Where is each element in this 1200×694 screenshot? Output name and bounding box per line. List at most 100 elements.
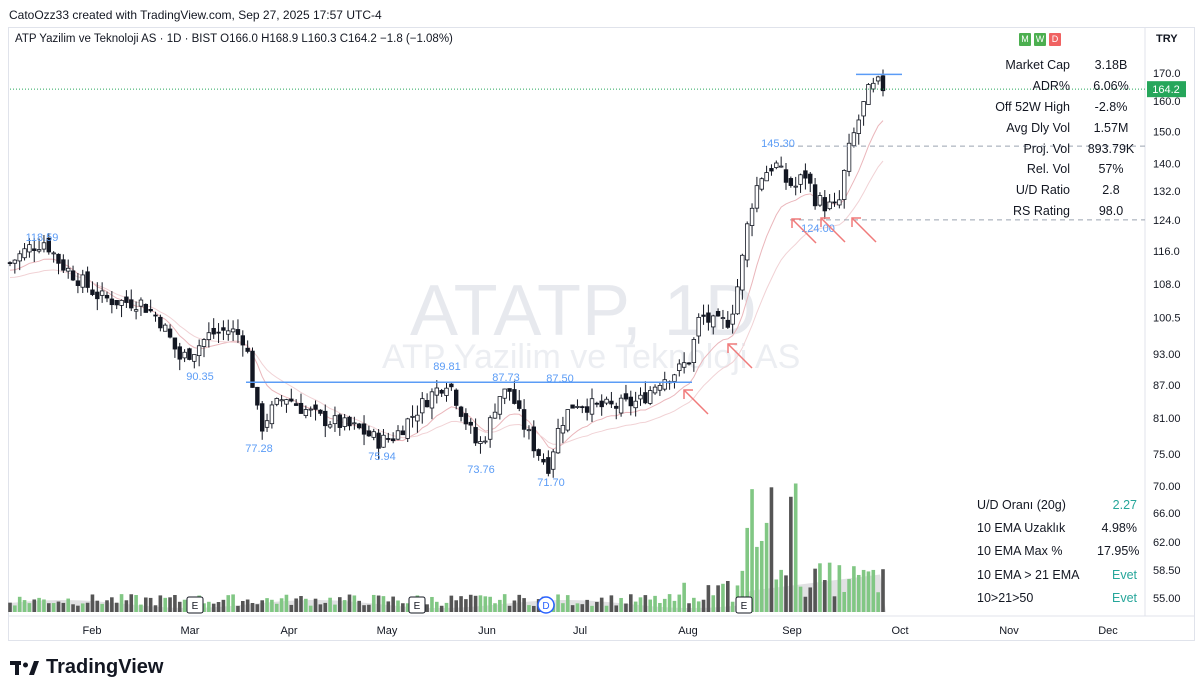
event-marker-label: D <box>542 601 549 612</box>
price-annotation: 87.73 <box>492 372 520 384</box>
volume-bar <box>687 603 691 612</box>
candle <box>158 314 163 332</box>
candle-body <box>289 398 294 402</box>
candle-body <box>366 430 372 437</box>
candle-body <box>420 398 425 414</box>
candle-body <box>458 406 464 417</box>
candle <box>715 308 721 317</box>
volume-bar <box>313 598 318 612</box>
price-axis-tick: 124.0 <box>1153 215 1181 227</box>
candle-body <box>143 303 148 313</box>
volume-bar <box>177 601 182 612</box>
volume-bar <box>274 603 279 612</box>
candle <box>332 406 338 432</box>
candle <box>80 269 85 294</box>
volume-bar <box>726 581 730 612</box>
candle-body <box>662 379 667 390</box>
volume-bar <box>61 602 66 612</box>
symbol-info: ATP Yazilim ve Teknoloji AS · 1D · BIST … <box>15 33 453 45</box>
candle <box>468 418 473 434</box>
candle <box>66 259 71 279</box>
badge-weekly[interactable]: W <box>1034 33 1046 46</box>
candle-body <box>875 76 881 82</box>
candle-body <box>730 313 735 325</box>
candle-body <box>235 329 241 335</box>
volume-bar <box>764 522 769 612</box>
candle-body <box>196 345 202 357</box>
volume-bar <box>265 598 269 612</box>
candle <box>172 337 178 358</box>
candle <box>245 340 250 354</box>
volume-bar <box>100 603 104 612</box>
stat-row: Rel. Vol 57% <box>980 159 1146 180</box>
volume-bar <box>512 600 517 612</box>
candle-body <box>555 428 561 454</box>
candle-body <box>46 237 51 253</box>
volume-bar <box>667 594 672 612</box>
candle <box>803 163 808 190</box>
currency-label[interactable]: TRY <box>1156 33 1178 45</box>
candle <box>240 330 245 357</box>
stat-row: ADR% 6.06% <box>980 76 1146 97</box>
candle <box>196 339 202 367</box>
volume-bar <box>425 604 429 612</box>
candle <box>41 235 47 253</box>
price-annotation: 118.59 <box>26 232 59 244</box>
stat-label: Market Cap <box>1005 58 1070 73</box>
candle-body <box>22 248 27 259</box>
event-marker: E <box>408 596 426 614</box>
candle-body <box>599 400 604 408</box>
candle-body <box>720 317 726 320</box>
candle <box>798 173 803 193</box>
volume-bar <box>173 595 177 612</box>
volume-bar <box>338 597 342 612</box>
candle <box>95 282 100 311</box>
volume-bar <box>837 565 842 612</box>
volume-bar <box>216 602 221 612</box>
candle <box>507 388 512 401</box>
volume-bar <box>124 600 129 612</box>
volume-bar <box>871 569 876 612</box>
volume-bar <box>522 598 526 612</box>
time-axis-label: Mar <box>181 625 200 637</box>
volume-bar <box>105 600 109 612</box>
candle-body <box>497 396 503 415</box>
candle <box>793 176 798 196</box>
volume-bar <box>396 600 400 612</box>
candle-body <box>439 389 444 394</box>
candle <box>293 399 299 406</box>
candle-body <box>507 388 512 392</box>
candle <box>594 401 600 408</box>
candle-body <box>410 415 415 418</box>
candle-body <box>861 101 866 117</box>
stat-label: Avg Dly Vol <box>1006 120 1070 135</box>
volume-bar <box>847 579 851 612</box>
volume-bar <box>134 595 138 612</box>
candle-body <box>167 328 173 338</box>
candle <box>541 453 546 465</box>
event-marker-label: E <box>414 601 421 612</box>
volume-bar <box>769 487 774 612</box>
volume-bar <box>653 595 657 612</box>
candle-body <box>740 254 745 291</box>
candle-body <box>449 383 454 388</box>
badge-monthly[interactable]: M <box>1019 33 1031 46</box>
candle-body <box>570 404 575 409</box>
price-axis-tick: 66.00 <box>1153 508 1181 520</box>
volume-bar <box>80 603 85 612</box>
volume-bar <box>527 605 531 612</box>
candle-body <box>846 142 852 172</box>
candle-body <box>90 289 95 295</box>
volume-bar <box>255 604 260 612</box>
arrow-head <box>683 389 693 399</box>
candle-body <box>133 309 139 312</box>
candle <box>70 265 76 282</box>
volume-bar <box>163 597 167 612</box>
candle <box>211 318 216 339</box>
badge-daily[interactable]: D <box>1049 33 1061 46</box>
volume-bar <box>95 600 100 612</box>
candle <box>871 77 876 93</box>
tradingview-logo[interactable]: TradingView <box>10 656 163 679</box>
volume-bar <box>832 596 837 612</box>
